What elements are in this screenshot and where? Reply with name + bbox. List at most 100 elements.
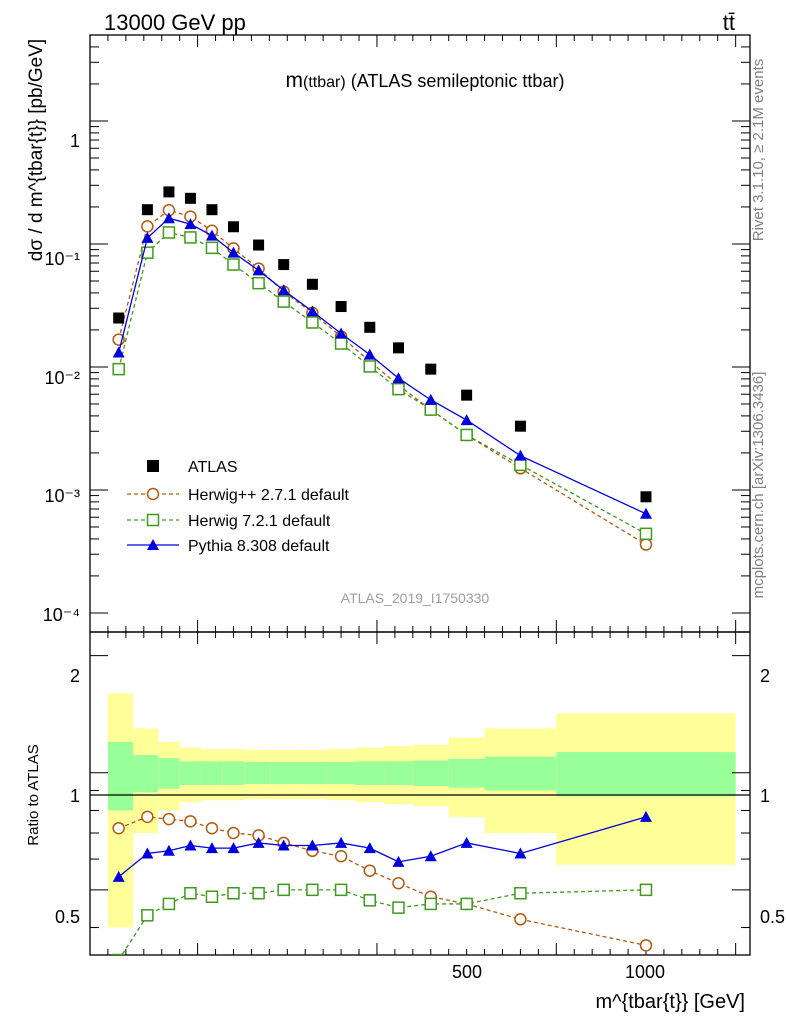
- band-inner-bin: [448, 758, 485, 788]
- legend-herwigpp-marker: [146, 487, 160, 501]
- atlas-data-point: [364, 321, 376, 333]
- series-point-top: [334, 337, 348, 350]
- rivet-version-label: Rivet 3.1.10, ≥ 2.1M events: [750, 59, 767, 242]
- series-point-ratio: [392, 855, 405, 867]
- band-inner-bin: [355, 761, 385, 785]
- series-point-top: [424, 403, 438, 416]
- series-point-ratio: [205, 890, 219, 903]
- series-point-ratio: [141, 810, 154, 824]
- atlas-data-point: [227, 221, 239, 233]
- series-point-ratio: [639, 939, 653, 952]
- series-point-top: [392, 372, 405, 384]
- series-line-ratio: [118, 816, 647, 878]
- band-inner-bin: [133, 755, 159, 793]
- ratio-series-group: [112, 810, 653, 955]
- series-line-top: [118, 231, 647, 535]
- legend-atlas-marker: [147, 460, 159, 472]
- analysis-id-watermark: ATLAS_2019_I1750330: [341, 590, 490, 606]
- series-point-ratio: [141, 909, 154, 922]
- series-point-ratio: [227, 826, 240, 840]
- series-point-top: [392, 382, 405, 396]
- series-line-top: [118, 209, 647, 546]
- series-point-ratio: [334, 849, 348, 863]
- series-point-ratio: [460, 836, 473, 848]
- band-inner-bin: [298, 762, 327, 785]
- series-point-top: [363, 348, 376, 360]
- legend: ATLAS Herwig++ 2.7.1 default Herwig 7.2.…: [127, 459, 350, 555]
- band-inner-bin: [269, 762, 299, 785]
- series-point-ratio: [112, 821, 125, 835]
- ratio-tick-label-1-right: 1: [760, 786, 770, 806]
- atlas-data-point: [113, 312, 125, 324]
- legend-herwig7-marker: [146, 513, 160, 527]
- x-tick-label-500: 500: [452, 962, 482, 982]
- band-inner-bin: [326, 762, 356, 785]
- series-point-ratio: [306, 883, 319, 897]
- data-series: [112, 186, 653, 955]
- legend-pythia-label: Pythia 8.308 default: [188, 538, 330, 555]
- atlas-data-point: [184, 192, 196, 204]
- series-point-ratio: [141, 847, 154, 859]
- ratio-tick-label-2-right: 2: [760, 666, 770, 686]
- series-point-top: [335, 327, 348, 339]
- series-point-ratio: [514, 847, 527, 859]
- top-tick-label-1e-4: 10⁻⁴: [43, 605, 80, 625]
- series-point-top: [460, 414, 473, 426]
- x-axis-title: m^{tbar{t}} [GeV]: [596, 991, 745, 1013]
- ratio-tick-label-2-left: 2: [70, 666, 80, 686]
- series-point-ratio: [112, 953, 125, 955]
- mcplots-source-label: mcplots.cern.ch [arXiv:1306.3436]: [750, 372, 767, 599]
- series-point-ratio: [306, 839, 319, 851]
- atlas-data-point: [206, 204, 218, 216]
- series-point-ratio: [277, 839, 290, 851]
- plot-title: m(ttbar) (ATLAS semileptonic ttbar): [286, 69, 565, 92]
- atlas-data-point: [306, 278, 318, 290]
- top-tick-label-1e-3: 10⁻³: [44, 486, 80, 506]
- series-point-top: [162, 212, 175, 224]
- series-point-ratio: [334, 883, 348, 897]
- series-point-ratio: [205, 842, 218, 854]
- series-point-top: [141, 220, 154, 233]
- series-point-top: [514, 458, 527, 472]
- series-line-ratio: [118, 816, 647, 946]
- series-point-ratio: [184, 815, 197, 828]
- series-point-ratio: [639, 883, 653, 897]
- top-tick-label-1e-2: 10⁻²: [44, 368, 80, 388]
- plot-title-rest: (ATLAS semileptonic ttbar): [346, 71, 565, 91]
- series-point-top: [639, 527, 653, 541]
- series-point-top: [162, 226, 176, 239]
- series-point-top: [252, 264, 265, 276]
- series-point-ratio: [252, 887, 265, 900]
- series-point-ratio: [460, 897, 473, 911]
- series-point-ratio: [514, 913, 527, 926]
- header-process-label: tt̄: [723, 10, 735, 35]
- atlas-data-point: [514, 420, 526, 432]
- header-energy-label: 13000 GeV pp: [104, 10, 246, 35]
- series-point-top: [639, 507, 652, 519]
- band-inner-bin: [244, 762, 270, 785]
- band-inner-bin: [158, 758, 180, 789]
- series-point-ratio: [252, 836, 265, 848]
- series-point-top: [184, 218, 197, 230]
- series-point-ratio: [162, 897, 176, 911]
- series-point-ratio: [184, 839, 197, 851]
- plot-title-sub: (ttbar): [303, 74, 346, 91]
- series-point-top: [306, 305, 319, 317]
- series-point-top: [227, 246, 240, 258]
- ratio-tick-label-0.5-left: 0.5: [55, 907, 80, 927]
- band-inner-bin: [556, 752, 736, 797]
- series-point-top: [306, 316, 319, 329]
- series-point-ratio: [184, 887, 197, 900]
- atlas-data-point: [163, 186, 175, 198]
- band-inner-bin: [412, 760, 449, 786]
- series-point-top: [514, 449, 527, 461]
- series-point-ratio: [363, 842, 376, 854]
- series-line-top: [118, 217, 647, 515]
- series-point-ratio: [277, 883, 290, 897]
- plot-title-var: m: [286, 69, 304, 92]
- series-point-top: [639, 538, 653, 551]
- legend-pythia-marker: [147, 539, 159, 550]
- series-point-top: [112, 346, 125, 358]
- series-point-top: [227, 258, 240, 271]
